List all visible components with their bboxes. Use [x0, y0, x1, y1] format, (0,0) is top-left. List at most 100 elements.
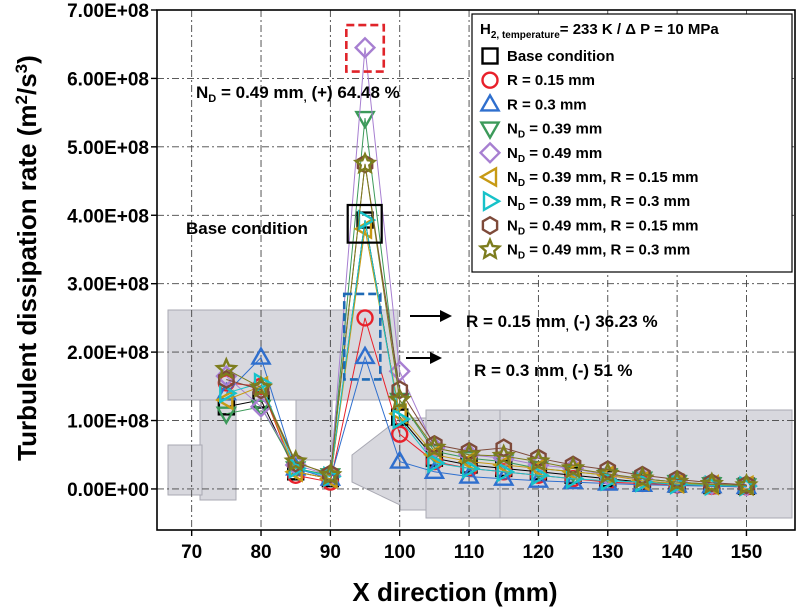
data-point: [354, 36, 377, 59]
marker-star-shape: [248, 374, 274, 399]
r03-annotation-text: R = 0.3 mm: [474, 361, 564, 380]
legend-marker: [478, 166, 498, 188]
legend-marker: [479, 92, 501, 112]
marker-triangle-down-shape: [215, 406, 238, 426]
annotations: ND = 0.49 mm, (+) 64.48 % Base condition R…: [186, 23, 658, 382]
marker-triangle-right-shape: [635, 471, 654, 493]
data-point: [630, 465, 655, 490]
marker-circle-shape: [481, 71, 499, 89]
nd-annotation: ND = 0.49 mm, (+) 64.48 %: [196, 83, 400, 105]
series-layer: [214, 36, 759, 497]
r03-annotation-sign: (-) 51 %: [567, 361, 632, 380]
legend-item: ND = 0.49 mm, R = 0.3 mm: [477, 236, 690, 262]
geometry-mid-stem: [295, 399, 333, 461]
nd-annotation-n: N: [196, 83, 208, 102]
data-point: [392, 408, 412, 430]
marker-triangle-right-shape: [392, 408, 412, 430]
y-tick-label: 3.00E+08: [67, 275, 149, 296]
data-point: [635, 471, 654, 493]
marker-hexagon-shape: [703, 473, 721, 493]
legend-label: R = 0.3 mm: [507, 96, 587, 113]
x-tick-label: 90: [320, 542, 341, 563]
data-point: [389, 450, 411, 469]
legend-item: ND = 0.39 mm, R = 0.15 mm: [478, 166, 699, 189]
legend-label-value: = 0.39 mm, R = 0.3 mm: [525, 193, 690, 210]
geometry-left-port: [167, 444, 203, 496]
data-point: [391, 425, 409, 443]
legend-label-value: = 0.39 mm: [525, 121, 602, 138]
legend-title-sub: 2, temperature: [491, 30, 560, 41]
legend-label-sub: D: [518, 202, 525, 213]
legend-marker: [482, 190, 502, 212]
data-point: [734, 472, 759, 496]
series-line: [225, 355, 747, 488]
data-point: [354, 345, 376, 365]
marker-hexagon-shape: [481, 215, 499, 236]
legend-title: H2, temperature= 233 K / Δ P = 10 MPa: [480, 21, 719, 41]
marker-star-shape: [526, 448, 551, 472]
legend-item: ND = 0.39 mm: [479, 121, 602, 141]
legend-marker: [479, 121, 501, 141]
data-point: [561, 461, 581, 483]
marker-diamond-shape: [354, 36, 377, 59]
r015-annotation-comma: ,: [566, 321, 569, 333]
legend-label: ND = 0.49 mm, R = 0.3 mm: [507, 242, 690, 262]
marker-triangle-up-shape: [493, 467, 515, 486]
marker-circle-shape: [391, 425, 409, 443]
series-line: [226, 228, 747, 486]
legend-label-n: N: [507, 217, 518, 234]
marker-circle-shape: [356, 309, 374, 327]
legend-marker: [477, 236, 503, 260]
legend-label: R = 0.15 mm: [507, 72, 595, 89]
marker-star-shape: [456, 441, 482, 466]
data-point: [422, 435, 447, 459]
legend-marker: [481, 71, 499, 89]
legend-label-value: = 0.49 mm, R = 0.3 mm: [525, 242, 690, 259]
marker-star-shape: [595, 461, 620, 485]
y-tick-label: 7.00E+08: [67, 1, 149, 22]
nd-annotation-sign: (+) 64.48 %: [307, 83, 400, 102]
legend-item: R = 0.3 mm: [479, 92, 587, 113]
legend-label-sub: D: [518, 226, 525, 237]
marker-triangle-down-shape: [250, 399, 272, 419]
legend-label: ND = 0.39 mm, R = 0.3 mm: [507, 193, 690, 213]
data-point: [217, 369, 235, 390]
marker-triangle-left-shape: [214, 389, 234, 411]
legend-label-value: = 0.49 mm, R = 0.15 mm: [525, 217, 698, 234]
marker-star-shape: [477, 236, 503, 260]
marker-star-shape: [214, 356, 239, 380]
legend-item: ND = 0.49 mm, R = 0.15 mm: [481, 215, 699, 237]
r015-annotation-text: R = 0.15 mm: [466, 312, 566, 331]
data-point: [664, 469, 690, 493]
data-point: [531, 464, 550, 486]
data-point: [318, 462, 343, 486]
legend-label-n: N: [507, 242, 518, 259]
series-line: [226, 220, 747, 487]
r03-annotation: R = 0.3 mm, (-) 51 %: [474, 361, 633, 382]
x-axis-title: X direction (mm): [352, 577, 557, 607]
data-point: [283, 448, 308, 472]
data-point: [356, 309, 374, 327]
axes: 70 80 90 100 110 120 130 140 150 0.00E+00 1.00E+08…: [67, 1, 796, 563]
data-point: [493, 467, 515, 486]
marker-triangle-up-shape: [250, 346, 272, 365]
legend-marker: [481, 47, 499, 65]
data-point: [703, 473, 721, 493]
marker-square-shape: [481, 47, 499, 65]
marker-star-shape: [699, 471, 724, 495]
legend-label-sub: D: [518, 154, 525, 165]
marker-star-shape: [491, 443, 516, 467]
y-tick-label: 2.00E+08: [67, 343, 149, 364]
y-tick-label: 6.00E+08: [67, 69, 149, 90]
marker-triangle-up-shape: [354, 345, 376, 365]
marker-triangle-right-shape: [496, 461, 516, 483]
marker-triangle-up-shape: [389, 450, 411, 469]
legend-title-main: H: [480, 21, 491, 38]
nd-annotation-comma: ,: [304, 92, 307, 104]
legend-label: ND = 0.39 mm, R = 0.15 mm: [507, 169, 699, 189]
legend-label: Base condition: [507, 48, 615, 65]
legend-title-tail: = 233 K / Δ P = 10 MPa: [560, 21, 720, 38]
legend-label-text: R = 0.15 mm: [507, 72, 595, 89]
data-point: [387, 387, 412, 411]
